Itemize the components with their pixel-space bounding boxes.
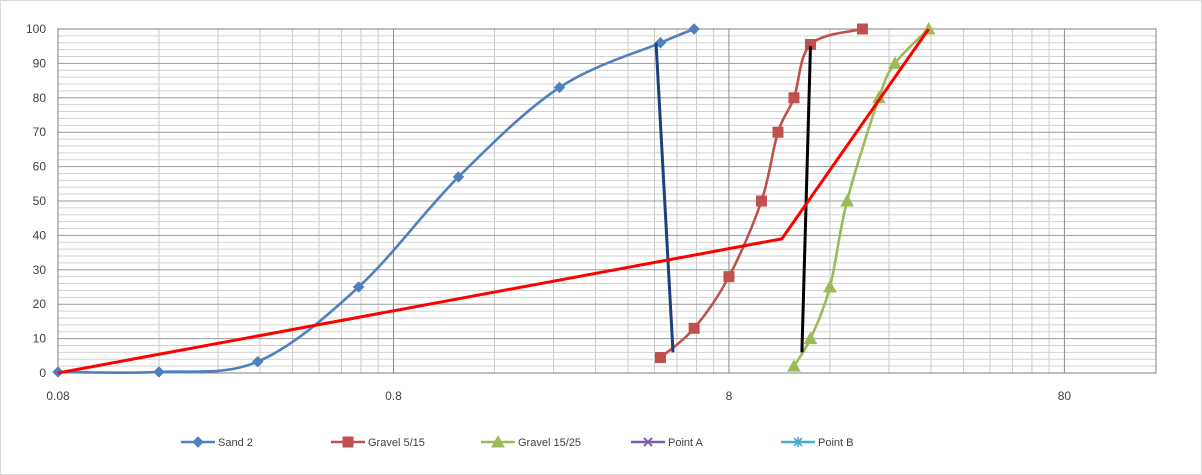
y-tick-label: 10 <box>33 332 47 346</box>
x-axis-tick-labels: 0.08 0.8 8 80 <box>46 389 1071 403</box>
y-tick-label: 50 <box>33 194 47 208</box>
data-point-gravel-15-25 <box>823 279 837 293</box>
legend-swatch-marker <box>643 437 653 447</box>
data-point-sand-2 <box>153 366 165 378</box>
series-gravel-5-15 <box>654 23 868 364</box>
legend-label: Point B <box>818 437 853 449</box>
data-point-gravel-5-15 <box>788 92 800 104</box>
y-tick-label: 90 <box>33 56 47 70</box>
legend: Sand 2 Gravel 5/15 Gravel 15/25 Point A Poin… <box>181 434 853 449</box>
data-point-gravel-15-25 <box>888 56 902 69</box>
data-point-gravel-5-15 <box>856 23 868 35</box>
x-tick-label: 80 <box>1058 389 1072 403</box>
x-tick-label: 8 <box>726 389 733 403</box>
data-point-gravel-5-15 <box>772 126 784 138</box>
legend-swatch-marker <box>192 436 204 448</box>
overlay-lines <box>57 28 930 375</box>
legend-item-point-b: Point B <box>781 437 853 449</box>
legend-item-gravel-15-25: Gravel 15/25 <box>481 434 581 449</box>
series-line-gravel-15-25 <box>792 28 930 367</box>
data-point-gravel-15-25 <box>787 359 801 372</box>
y-axis-tick-labels: 0 10 20 30 40 50 60 70 80 90 100 <box>26 22 46 380</box>
x-tick-label: 0.8 <box>385 389 402 403</box>
plot-area-border <box>57 28 1157 374</box>
data-point-gravel-5-15 <box>688 322 700 334</box>
y-tick-label: 60 <box>33 160 47 174</box>
series-line-gravel-5-15 <box>659 27 863 359</box>
series-layer <box>52 21 936 378</box>
legend-swatch-marker <box>491 434 505 448</box>
data-point-gravel-5-15 <box>755 195 767 207</box>
legend-label: Gravel 15/25 <box>518 437 581 449</box>
y-tick-label: 80 <box>33 91 47 105</box>
y-tick-label: 30 <box>33 263 47 277</box>
legend-swatch-marker <box>342 436 354 448</box>
data-point-sand-2 <box>688 23 700 35</box>
major-gridlines <box>57 28 1156 374</box>
overlay-line-2 <box>800 46 812 353</box>
y-tick-label: 20 <box>33 297 47 311</box>
overlay-line-1 <box>654 42 675 353</box>
series-sand-2 <box>52 23 700 378</box>
plot-border <box>57 28 1157 374</box>
legend-label: Sand 2 <box>218 437 253 449</box>
data-point-gravel-5-15 <box>723 271 735 283</box>
data-point-sand-2 <box>352 281 365 293</box>
data-point-gravel-15-25 <box>803 331 818 345</box>
data-point-gravel-15-25 <box>840 193 854 207</box>
y-tick-label: 70 <box>33 125 47 139</box>
x-tick-label: 0.08 <box>46 389 70 403</box>
data-point-sand-2 <box>654 37 667 49</box>
legend-label: Point A <box>668 437 704 449</box>
data-point-sand-2 <box>452 171 465 183</box>
data-point-gravel-5-15 <box>654 352 666 364</box>
overlay-line-3 <box>57 28 930 375</box>
data-point-sand-2 <box>553 81 566 94</box>
legend-label: Gravel 5/15 <box>368 437 425 449</box>
y-tick-label: 40 <box>33 228 47 242</box>
y-tick-label: 100 <box>26 22 46 36</box>
y-tick-label: 0 <box>39 366 46 380</box>
legend-swatch-marker <box>793 437 803 447</box>
legend-item-sand-2: Sand 2 <box>181 436 253 449</box>
data-point-sand-2 <box>251 355 264 368</box>
series-line-sand-2 <box>57 27 695 375</box>
legend-item-point-a: Point A <box>631 437 704 449</box>
legend-item-gravel-5-15: Gravel 5/15 <box>331 436 425 449</box>
